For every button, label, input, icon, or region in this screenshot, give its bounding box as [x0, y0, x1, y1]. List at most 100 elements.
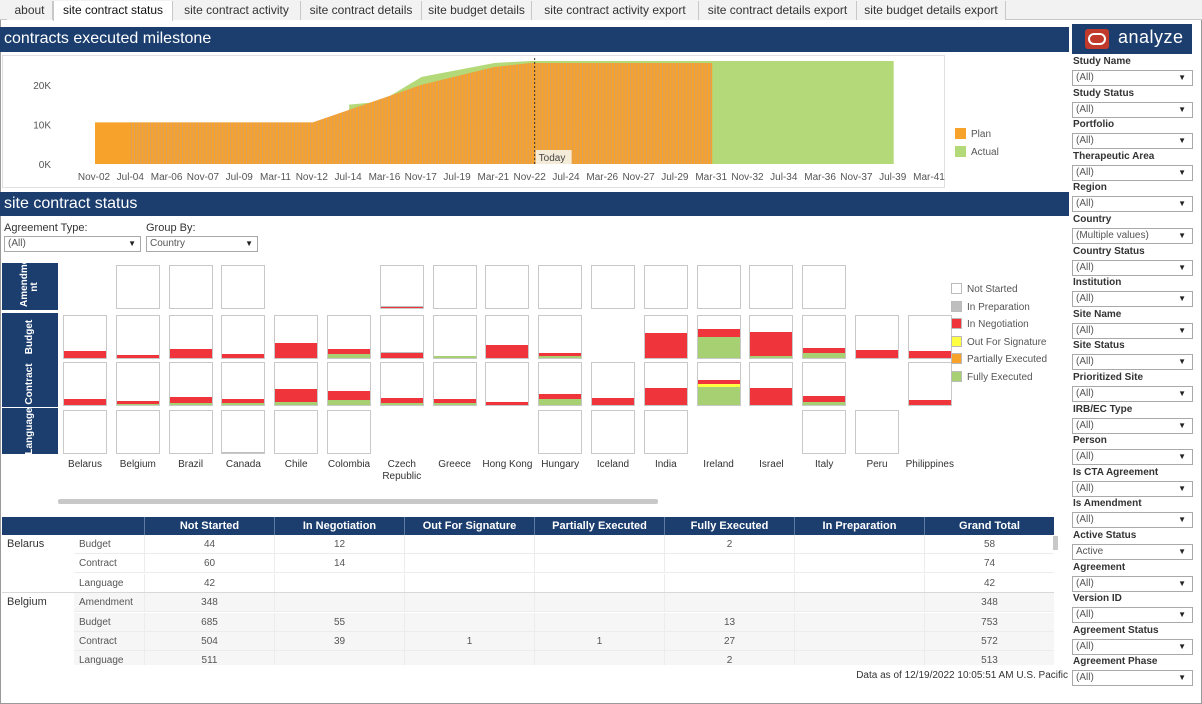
heatmap-cell[interactable] [643, 362, 688, 406]
heatmap-cell[interactable] [591, 362, 635, 406]
heatmap-cell[interactable] [115, 315, 160, 359]
filter-dropdown-country[interactable]: (Multiple values) ▼ [1072, 228, 1193, 244]
tab-site-contract-status[interactable]: site contract status [53, 1, 173, 21]
table-row[interactable] [74, 535, 1054, 554]
heatmap-cell[interactable] [696, 315, 741, 359]
filter-dropdown-portfolio[interactable]: (All) ▼ [1072, 133, 1193, 150]
heatmap-cell[interactable] [115, 410, 160, 454]
agreement-type-dropdown[interactable]: (All) ▼ [4, 236, 141, 252]
heatmap-cell[interactable] [432, 265, 477, 309]
filter-dropdown-site-status[interactable]: (All) ▼ [1072, 354, 1193, 371]
heatmap-cell[interactable] [432, 315, 477, 359]
heatmap-cell[interactable] [274, 315, 319, 359]
table-row[interactable] [74, 651, 1054, 665]
heatmap-cell[interactable] [485, 265, 530, 309]
filter-dropdown-study-status[interactable]: (All) ▼ [1072, 101, 1193, 118]
heatmap-cell[interactable] [379, 315, 424, 359]
table-row[interactable] [74, 593, 1054, 613]
table-header-cell[interactable]: Out For Signature [404, 517, 534, 535]
filter-dropdown-person[interactable]: (All) ▼ [1072, 449, 1193, 466]
filter-dropdown-region[interactable]: (All) ▼ [1072, 196, 1193, 213]
heatmap-cell[interactable] [168, 362, 213, 406]
heatmap-cell[interactable] [221, 315, 266, 359]
heatmap-cell[interactable] [696, 362, 741, 406]
heatmap-cell[interactable] [327, 410, 371, 454]
heatmap-cell[interactable] [802, 410, 847, 454]
milestone-chart[interactable]: 0K 10K 20K Today [2, 55, 945, 188]
heatmap-cell[interactable] [221, 362, 266, 406]
filter-dropdown-institution[interactable]: (All) ▼ [1072, 291, 1193, 308]
filter-dropdown-is-amendment[interactable]: (All) ▼ [1072, 512, 1193, 529]
heatmap-horizontal-scrollbar[interactable] [58, 499, 658, 504]
heatmap-cell[interactable] [274, 410, 319, 454]
table-header-cell[interactable]: In Negotiation [274, 517, 404, 535]
heatmap-cell[interactable] [643, 265, 688, 309]
heatmap-cell[interactable] [802, 315, 847, 359]
status-table[interactable]: Not Started In Negotiation Out For Signatu… [2, 517, 1056, 665]
heatmap-cell[interactable] [379, 265, 424, 309]
heatmap-cell[interactable] [538, 362, 583, 406]
heatmap-cell[interactable] [274, 362, 319, 406]
heatmap-cell[interactable] [855, 315, 899, 359]
tab-about[interactable]: about [7, 1, 53, 20]
filter-dropdown-therapeutic-area[interactable]: (All) ▼ [1072, 164, 1193, 181]
heatmap-cell[interactable] [327, 362, 371, 406]
heatmap-cell[interactable] [749, 265, 794, 309]
heatmap-cell[interactable] [168, 265, 213, 309]
filter-dropdown-prioritized-site[interactable]: (All) ▼ [1072, 386, 1193, 402]
heatmap-cell[interactable] [907, 315, 952, 359]
table-row[interactable] [74, 632, 1054, 651]
heatmap-cell[interactable] [485, 315, 530, 359]
heatmap-cell[interactable] [538, 315, 583, 359]
filter-dropdown-agreement-status[interactable]: (All) ▼ [1072, 638, 1193, 655]
filter-dropdown-site-name[interactable]: (All) ▼ [1072, 322, 1193, 339]
tab-site-budget-details[interactable]: site budget details [422, 1, 532, 20]
tab-site-contract-activity[interactable]: site contract activity [173, 1, 301, 20]
tab-site-budget-details-export[interactable]: site budget details export [857, 1, 1006, 20]
heatmap-cell[interactable] [63, 362, 107, 406]
table-vertical-scrollbar[interactable] [1053, 536, 1058, 550]
heatmap-cell[interactable] [432, 362, 477, 406]
heatmap-cell[interactable] [379, 362, 424, 406]
heatmap-cell[interactable] [855, 410, 899, 454]
filter-dropdown-agreement[interactable]: (All) ▼ [1072, 575, 1193, 592]
heatmap-cell[interactable] [907, 362, 952, 406]
filter-dropdown-is-cta-agreement[interactable]: (All) ▼ [1072, 480, 1193, 497]
table-row[interactable] [74, 612, 1054, 632]
heatmap-cell[interactable] [802, 362, 847, 406]
filter-dropdown-active-status[interactable]: Active ▼ [1072, 544, 1193, 560]
heatmap-cell[interactable] [643, 315, 688, 359]
heatmap-cell[interactable] [749, 362, 794, 406]
filter-dropdown-country-status[interactable]: (All) ▼ [1072, 259, 1193, 276]
heatmap-cell[interactable] [221, 265, 266, 309]
heatmap-cell[interactable] [168, 315, 213, 359]
table-header-cell[interactable]: Not Started [144, 517, 274, 535]
group-by-dropdown[interactable]: Country ▼ [146, 236, 258, 252]
heatmap-cell[interactable] [221, 410, 266, 454]
filter-dropdown-irb-ec-type[interactable]: (All) ▼ [1072, 417, 1193, 434]
tab-site-contract-activity-export[interactable]: site contract activity export [532, 1, 699, 20]
heatmap-cell[interactable] [63, 315, 107, 359]
filter-dropdown-agreement-phase[interactable]: (All) ▼ [1072, 670, 1193, 687]
heatmap-cell[interactable] [327, 315, 371, 359]
heatmap-cell[interactable] [696, 265, 741, 309]
heatmap-cell[interactable] [168, 410, 213, 454]
table-header-cell[interactable]: Partially Executed [534, 517, 664, 535]
heatmap-cell[interactable] [802, 265, 847, 309]
filter-dropdown-study-name[interactable]: (All) ▼ [1072, 70, 1193, 86]
heatmap-cell[interactable] [591, 265, 635, 309]
heatmap-cell[interactable] [115, 362, 160, 406]
tab-site-contract-details-export[interactable]: site contract details export [699, 1, 857, 20]
tab-site-contract-details[interactable]: site contract details [301, 1, 422, 20]
table-header-cell[interactable]: Fully Executed [664, 517, 794, 535]
table-header-cell[interactable]: In Preparation [794, 517, 924, 535]
heatmap-cell[interactable] [643, 410, 688, 454]
filter-dropdown-version-id[interactable]: (All) ▼ [1072, 607, 1193, 624]
heatmap-cell[interactable] [538, 265, 583, 309]
heatmap-cell[interactable] [591, 410, 635, 454]
heatmap-cell[interactable] [63, 410, 107, 454]
table-header-cell[interactable]: Grand Total [924, 517, 1054, 535]
heatmap-cell[interactable] [115, 265, 160, 309]
heatmap-cell[interactable] [749, 315, 794, 359]
heatmap-cell[interactable] [485, 362, 530, 406]
